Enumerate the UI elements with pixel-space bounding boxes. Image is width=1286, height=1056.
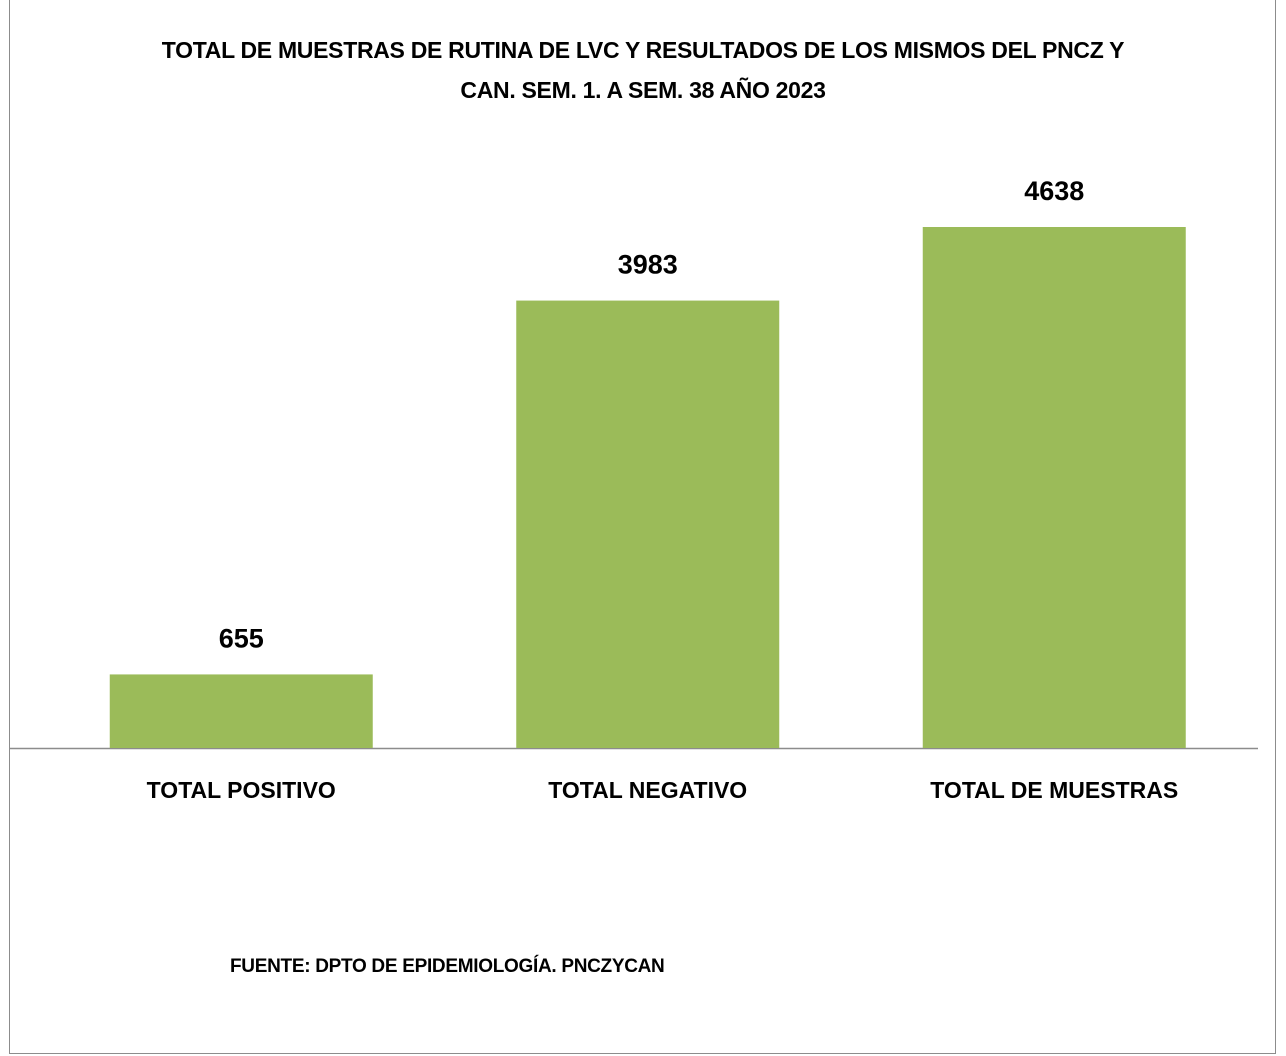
chart-frame bbox=[9, 0, 1276, 1054]
bar bbox=[109, 674, 373, 748]
value-label: 3983 bbox=[618, 250, 678, 280]
value-label: 655 bbox=[219, 624, 264, 654]
source-note: FUENTE: DPTO DE EPIDEMIOLOGÍA. PNCZYCAN bbox=[230, 956, 665, 977]
bar bbox=[922, 227, 1186, 748]
value-label: 4638 bbox=[1024, 176, 1084, 206]
chart-title: TOTAL DE MUESTRAS DE RUTINA DE LVC Y RES… bbox=[161, 37, 1125, 103]
bar bbox=[516, 300, 780, 748]
x-tick-label: TOTAL POSITIVO bbox=[147, 777, 336, 803]
x-tick-label: TOTAL NEGATIVO bbox=[548, 777, 747, 803]
x-tick-label: TOTAL DE MUESTRAS bbox=[930, 777, 1178, 803]
